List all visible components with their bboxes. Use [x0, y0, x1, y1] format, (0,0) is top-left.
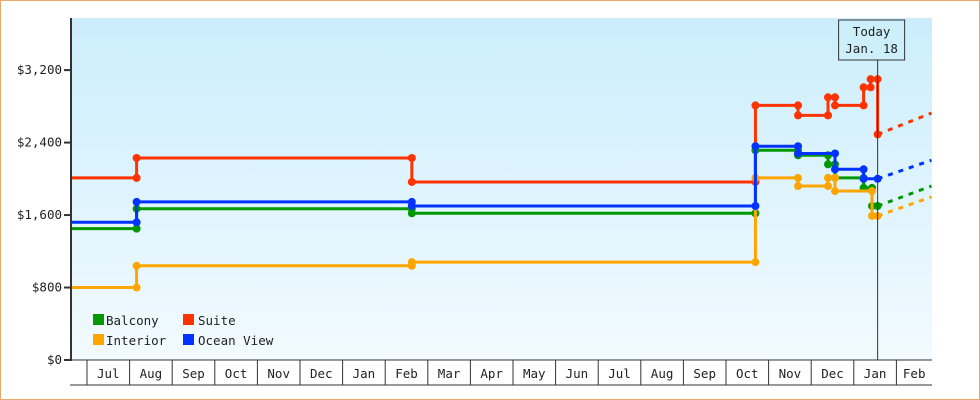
data-point-balcony[interactable]: [132, 224, 141, 233]
data-point-suite[interactable]: [794, 111, 803, 120]
data-point-interior[interactable]: [132, 261, 141, 270]
legend-label-interior: Interior: [106, 333, 167, 348]
x-tick-label: Sep: [693, 366, 716, 381]
projection-line-ocean-view: [877, 158, 932, 181]
x-tick-label: Dec: [821, 366, 844, 381]
data-point-ocean-view[interactable]: [751, 201, 760, 210]
data-point-suite[interactable]: [794, 101, 803, 110]
series-suite: [71, 75, 932, 186]
legend-swatch-suite: [183, 314, 194, 325]
data-point-interior[interactable]: [794, 173, 803, 182]
data-point-suite[interactable]: [407, 153, 416, 162]
legend-label-suite: Suite: [198, 313, 236, 328]
data-point-suite[interactable]: [859, 83, 868, 92]
data-point-suite[interactable]: [824, 111, 833, 120]
data-point-suite[interactable]: [866, 75, 875, 84]
projection-line-interior: [877, 195, 932, 218]
legend: Balcony Suite Interior Ocean View: [93, 313, 274, 348]
x-tick-label: Feb: [395, 366, 418, 381]
data-point-interior[interactable]: [751, 258, 760, 267]
data-point-interior[interactable]: [824, 173, 833, 182]
legend-swatch-interior: [93, 334, 104, 345]
data-point-ocean-view[interactable]: [794, 149, 803, 158]
data-point-balcony[interactable]: [824, 160, 833, 169]
data-point-ocean-view[interactable]: [751, 142, 760, 151]
x-tick-label: Oct: [736, 366, 759, 381]
x-tick-label: Jun: [566, 366, 589, 381]
data-point-ocean-view[interactable]: [407, 201, 416, 210]
data-point-ocean-view[interactable]: [859, 165, 868, 174]
y-tick-label: $0: [47, 352, 62, 367]
series-line-ocean-view: [71, 144, 878, 224]
x-tick-label: Nov: [779, 366, 802, 381]
data-point-suite[interactable]: [866, 83, 875, 92]
data-point-suite[interactable]: [831, 93, 840, 102]
series-interior: [71, 173, 932, 292]
y-tick-label: $1,600: [17, 207, 62, 222]
data-point-interior[interactable]: [831, 187, 840, 196]
data-point-suite[interactable]: [132, 153, 141, 162]
today-box: [838, 19, 906, 61]
x-tick-label: May: [523, 366, 546, 381]
x-tick-label: Oct: [225, 366, 248, 381]
x-tick-label: Feb: [903, 366, 926, 381]
series-line-interior: [71, 176, 878, 290]
data-point-interior[interactable]: [407, 258, 416, 267]
x-tick-label: Aug: [651, 366, 674, 381]
data-point-suite[interactable]: [859, 101, 868, 110]
legend-swatch-ocean-view: [183, 334, 194, 345]
x-tick-label: Jul: [608, 366, 631, 381]
data-point-ocean-view[interactable]: [794, 142, 803, 151]
data-point-suite[interactable]: [824, 93, 833, 102]
y-tick-label: $3,200: [17, 62, 62, 77]
projection-line-balcony: [877, 184, 932, 208]
plot-area: [72, 18, 932, 360]
x-tick-label: Mar: [438, 366, 461, 381]
data-point-interior[interactable]: [794, 182, 803, 191]
data-point-ocean-view[interactable]: [831, 165, 840, 174]
data-point-balcony[interactable]: [407, 209, 416, 218]
data-point-suite[interactable]: [132, 173, 141, 182]
x-tick-label: Apr: [480, 366, 503, 381]
today-date: Jan. 18: [845, 41, 898, 56]
data-point-interior[interactable]: [868, 211, 877, 220]
y-tick-label: $2,400: [17, 135, 62, 150]
data-point-ocean-view[interactable]: [132, 197, 141, 206]
data-point-interior[interactable]: [831, 173, 840, 182]
y-tick-label: $800: [32, 280, 62, 295]
legend-label-ocean-view: Ocean View: [198, 333, 274, 348]
projection-line-suite: [877, 111, 932, 136]
data-point-ocean-view[interactable]: [132, 218, 141, 227]
legend-label-balcony: Balcony: [106, 313, 159, 328]
x-tick-label: Dec: [310, 366, 333, 381]
data-point-ocean-view[interactable]: [831, 149, 840, 158]
x-tick-label: Jan: [864, 366, 887, 381]
data-point-interior[interactable]: [824, 182, 833, 191]
series-ocean-view: [71, 142, 932, 227]
today-label: Today: [853, 24, 891, 39]
data-point-suite[interactable]: [751, 101, 760, 110]
x-tick-label: Sep: [182, 366, 205, 381]
data-point-interior[interactable]: [868, 187, 877, 196]
x-tick-label: Jan: [353, 366, 376, 381]
today-marker: Today Jan. 18: [838, 19, 906, 360]
x-tick-label: Nov: [267, 366, 290, 381]
legend-swatch-balcony: [93, 314, 104, 325]
data-point-interior[interactable]: [132, 283, 141, 292]
x-tick-label: Aug: [140, 366, 163, 381]
data-point-suite[interactable]: [831, 101, 840, 110]
data-point-ocean-view[interactable]: [859, 174, 868, 183]
data-point-suite[interactable]: [407, 177, 416, 186]
x-tick-label: Jul: [97, 366, 120, 381]
